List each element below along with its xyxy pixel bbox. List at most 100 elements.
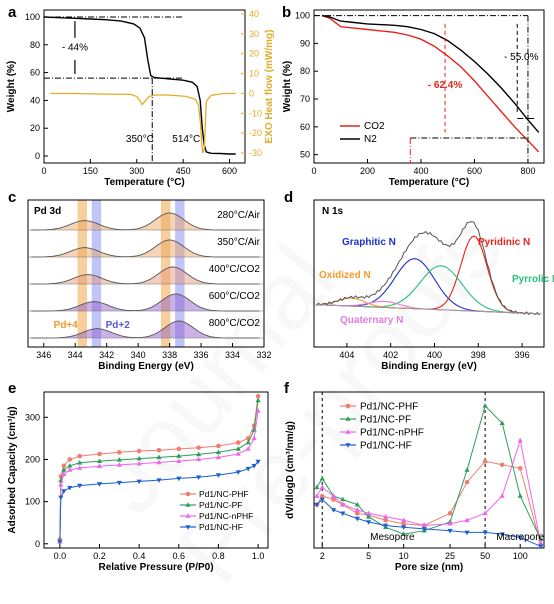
x-tick-label-a: 600 — [222, 166, 237, 176]
x-tick-label-a: 150 — [83, 166, 98, 176]
series-label-c: 280°C/Air — [217, 210, 261, 221]
x-axis-label-e: Relative Pressure (P/P0) — [98, 562, 213, 573]
data-point-f — [499, 532, 505, 537]
data-point-e — [176, 458, 182, 463]
annotation-a: 350°C — [126, 134, 154, 145]
x-tick-label-c: 344 — [68, 350, 83, 360]
x-tick-label-d: 404 — [339, 350, 354, 360]
data-point-e — [136, 448, 142, 454]
data-point-e — [116, 457, 122, 462]
data-point-f — [314, 502, 320, 508]
y-tick-label-e: 300 — [25, 412, 40, 422]
x-tick-label-a: 450 — [176, 166, 191, 176]
peak-fill-c — [31, 240, 260, 257]
legend-label-f: Pd1/NC-HF — [360, 441, 412, 452]
data-point-f — [319, 493, 325, 499]
data-point-f — [319, 475, 325, 481]
y-tick-label-e: 100 — [25, 497, 40, 507]
series-line-e-1 — [59, 400, 259, 542]
plot-frame-b — [313, 9, 545, 164]
y-tick-label-a: 20 — [30, 123, 40, 133]
x-tick-label-c: 340 — [131, 350, 146, 360]
y-axis-label-a: Weight (%) — [6, 61, 17, 112]
data-point-e — [96, 463, 103, 469]
data-point-e — [58, 481, 64, 487]
x-tick-label-d: 400 — [427, 350, 442, 360]
data-point-f — [355, 511, 360, 516]
data-point-e — [77, 465, 83, 470]
data-point-e — [117, 449, 122, 455]
data-point-f — [482, 510, 488, 516]
component-label-d: Pyrrolic N — [512, 274, 554, 285]
legend-label-b: N2 — [364, 134, 377, 145]
y-tick-label-b: 50 — [300, 150, 310, 160]
data-point-f — [499, 462, 505, 468]
component-label-d: Quaternary N — [340, 315, 403, 326]
band-pd4 — [160, 200, 171, 347]
data-point-e — [255, 393, 261, 399]
data-point-e — [57, 539, 63, 545]
data-point-f — [401, 525, 407, 530]
y-tick-label-e: 0 — [35, 539, 40, 549]
x-axis-label-c: Binding Energy (eV) — [98, 361, 194, 372]
x-tick-label-f: 25 — [445, 551, 455, 561]
y2-axis-label-a: EXO Heat flow (mW/mg) — [264, 30, 275, 144]
data-point-e — [77, 460, 83, 465]
data-point-f — [499, 493, 505, 498]
x-tick-label-e: 0.2 — [93, 551, 106, 561]
data-point-f — [499, 420, 505, 425]
data-point-f — [421, 527, 427, 532]
region-label-f: Macropore — [496, 532, 544, 543]
data-point-f — [401, 521, 406, 527]
legend-label-e: Pd1/NC-PF — [199, 500, 242, 510]
x-tick-label-c: 332 — [256, 350, 271, 360]
chart-e: 0.0 0.2 0.4 0.6 0.8 1.0 0 100 200 300 Relative Pre… — [7, 391, 269, 573]
series-line-e-0 — [59, 396, 259, 540]
data-point-f — [314, 484, 320, 490]
x-axis-label-b: Temperature (°C) — [389, 177, 470, 188]
data-point-e — [67, 467, 73, 472]
chart-a: 0 150 300 450 600 0 20 40 60 80 100 -30 -20 -10 0 10 20 3… — [6, 9, 275, 188]
data-point-f — [340, 496, 346, 502]
data-point-e — [136, 460, 142, 466]
data-point-e — [196, 445, 201, 450]
data-point-e — [235, 446, 241, 451]
legend-label-e: Pd1/NC-nPHF — [199, 511, 253, 521]
data-point-f — [517, 437, 523, 443]
y-tick-label-a: 60 — [30, 68, 40, 78]
annotation-b: - 62.4% — [428, 80, 463, 91]
x-tick-label-f: 5 — [366, 551, 371, 561]
data-point-f — [517, 493, 523, 498]
y-tick-label-a: 80 — [30, 40, 40, 50]
annotation-a: - 44% — [62, 42, 88, 53]
data-point-f — [517, 465, 523, 471]
series-label-c: 800°C/CO2 — [209, 318, 261, 329]
data-point-f — [447, 520, 453, 526]
series-label-c: 350°C/Air — [217, 237, 261, 248]
data-point-f — [340, 511, 346, 517]
x-tick-label-d: 396 — [515, 350, 530, 360]
data-point-f — [365, 520, 372, 525]
data-point-e — [215, 454, 222, 460]
data-point-e — [196, 475, 202, 480]
data-point-f — [383, 523, 389, 529]
series-line-f-2 — [316, 438, 542, 543]
x-tick-label-b: 200 — [360, 166, 375, 176]
legend-marker-f — [345, 416, 351, 421]
legend-marker-e — [185, 513, 191, 518]
y2-tick-label-a: 30 — [249, 29, 259, 39]
x-tick-label-b: 400 — [413, 166, 428, 176]
y-tick-label-b: 70 — [300, 94, 310, 104]
chart-b: 0 200 400 600 800 50 60 70 80 90 100 Temperature (°… — [282, 9, 545, 188]
data-point-f — [365, 514, 372, 519]
data-point-e — [61, 489, 67, 494]
y2-tick-label-a: -10 — [249, 108, 262, 118]
band-label-c: Pd+4 — [54, 320, 79, 331]
data-point-e — [245, 446, 251, 451]
data-point-e — [61, 463, 67, 469]
data-point-e — [61, 467, 67, 472]
data-point-e — [176, 446, 182, 452]
chart-d: 404 402 400 398 396 Binding Energy (eV) N 1s Gr… — [313, 199, 554, 372]
y2-tick-label-a: 40 — [249, 9, 259, 19]
